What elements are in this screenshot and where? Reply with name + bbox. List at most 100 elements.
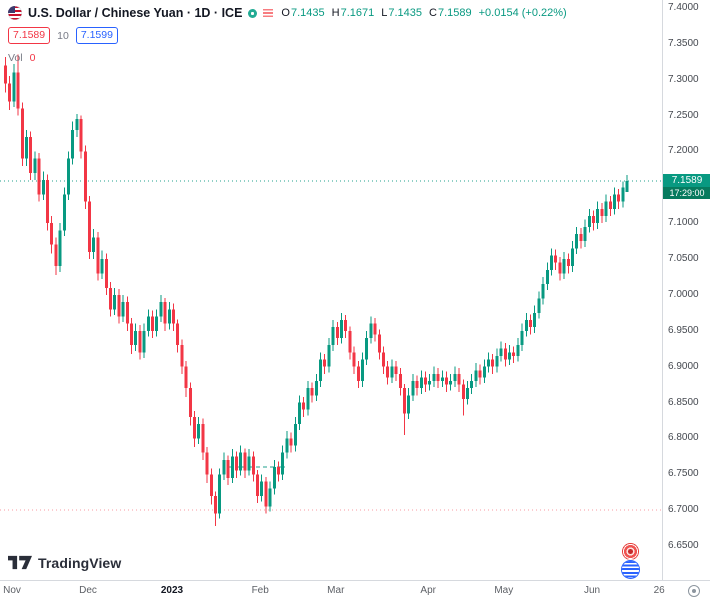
candle-body — [323, 359, 327, 367]
tradingview-logo-text: TradingView — [38, 554, 122, 571]
price-tick-label: 6.9500 — [668, 324, 699, 336]
candle-body — [394, 366, 398, 374]
candle-body — [134, 330, 138, 346]
indicator-status-icon[interactable] — [248, 8, 258, 18]
candle-body — [457, 373, 461, 385]
candle-body — [516, 345, 520, 356]
candle-body — [25, 137, 28, 159]
flag-canton — [8, 6, 15, 13]
tradingview-logo-icon — [8, 555, 32, 570]
time-tick-label: Dec — [79, 585, 97, 596]
close-label: C — [429, 7, 437, 19]
candle-body — [482, 366, 486, 378]
time-tick-label: Mar — [327, 585, 345, 596]
candle-body — [474, 370, 478, 382]
candle-body — [184, 366, 188, 389]
candle-body — [499, 348, 503, 356]
candle-body — [428, 381, 432, 385]
candle-body — [277, 467, 280, 475]
open-label: O — [281, 7, 290, 19]
candle-body — [142, 330, 146, 353]
high-value: 7.1671 — [340, 7, 375, 19]
time-axis[interactable]: Nov Dec 2023 Feb Mar Apr May Jun 26 — [0, 580, 710, 601]
candle-body — [398, 373, 402, 389]
candle-body — [373, 323, 377, 335]
economic-event-icon-blue[interactable] — [622, 561, 639, 578]
candle-body — [62, 194, 66, 231]
candle-body — [583, 226, 587, 242]
price-tick-label: 6.8500 — [668, 396, 699, 408]
candle-body — [495, 355, 499, 367]
candle-body — [188, 388, 192, 417]
candle-body — [256, 474, 259, 496]
candle-body — [155, 316, 159, 331]
candle-body — [566, 259, 570, 267]
candle-body — [96, 237, 100, 274]
candle-body — [512, 352, 516, 356]
indicator-menu-icon[interactable] — [263, 9, 274, 17]
candle-body — [264, 481, 268, 507]
candle-body — [146, 316, 150, 331]
candle-body — [209, 474, 213, 496]
candle-body — [8, 83, 12, 102]
candle-body — [617, 194, 621, 202]
candle-body — [243, 452, 247, 471]
candle-body — [138, 330, 142, 353]
price-tick-label: 6.7500 — [668, 468, 699, 480]
candle-body — [613, 194, 616, 209]
candle-body — [75, 119, 79, 130]
candle-body — [71, 129, 75, 159]
candle-body — [50, 223, 54, 245]
candle-body — [226, 459, 230, 478]
candle-body — [151, 316, 154, 331]
candle-body — [88, 201, 91, 252]
candle-body — [193, 416, 196, 439]
price-tick-label: 7.3000 — [668, 73, 699, 85]
candle-body — [545, 269, 549, 285]
candle-body — [163, 302, 167, 324]
candle-body — [180, 345, 184, 367]
time-axis-settings-icon[interactable] — [688, 585, 700, 597]
last-price-badge: 7.1589 17:29:00 — [663, 173, 710, 199]
candle-body — [432, 373, 436, 382]
candle-body — [508, 352, 511, 360]
tradingview-logo[interactable]: TradingView — [8, 554, 121, 571]
price-axis[interactable]: 7.1589 17:29:00 7.4000 7.3500 7.3000 7.2500… — [662, 0, 710, 580]
candle-body — [125, 302, 129, 324]
candle-body — [411, 381, 415, 396]
candle-body — [58, 230, 62, 267]
candle-body — [67, 158, 70, 195]
candle-body — [461, 384, 465, 399]
candle-body — [335, 327, 339, 338]
candle-body — [251, 456, 255, 475]
economic-event-icon-red[interactable] — [622, 543, 639, 560]
candle-body — [306, 388, 310, 410]
candle-body — [310, 388, 314, 396]
event-markers — [622, 543, 639, 578]
candle-body — [600, 208, 604, 217]
open-value: 7.1435 — [290, 7, 325, 19]
candle-body — [109, 287, 112, 310]
candle-body — [390, 366, 394, 378]
candle-body — [520, 330, 524, 346]
candle-body — [487, 359, 490, 367]
candle-body — [92, 237, 96, 252]
candle-body — [440, 377, 444, 382]
candle-body — [121, 302, 125, 317]
candle-body — [113, 294, 117, 310]
chart-plot-area[interactable] — [0, 0, 662, 580]
candle-body — [575, 233, 579, 249]
candle-body — [117, 294, 121, 317]
candle-body — [302, 402, 306, 410]
high-label: H — [331, 7, 340, 19]
last-price-value: 7.1589 — [663, 173, 710, 187]
volume-value: 0 — [29, 52, 36, 64]
candle-body — [608, 201, 612, 209]
symbol-title[interactable]: U.S. Dollar / Chinese Yuan · 1D · ICE — [28, 6, 243, 20]
indicator-value-badge-blue[interactable]: 7.1599 — [75, 27, 118, 44]
indicator-value-badge-red[interactable]: 7.1589 — [8, 27, 51, 44]
price-tick-label: 6.8000 — [668, 432, 699, 444]
candle-body — [239, 452, 243, 471]
candle-body — [172, 309, 175, 324]
